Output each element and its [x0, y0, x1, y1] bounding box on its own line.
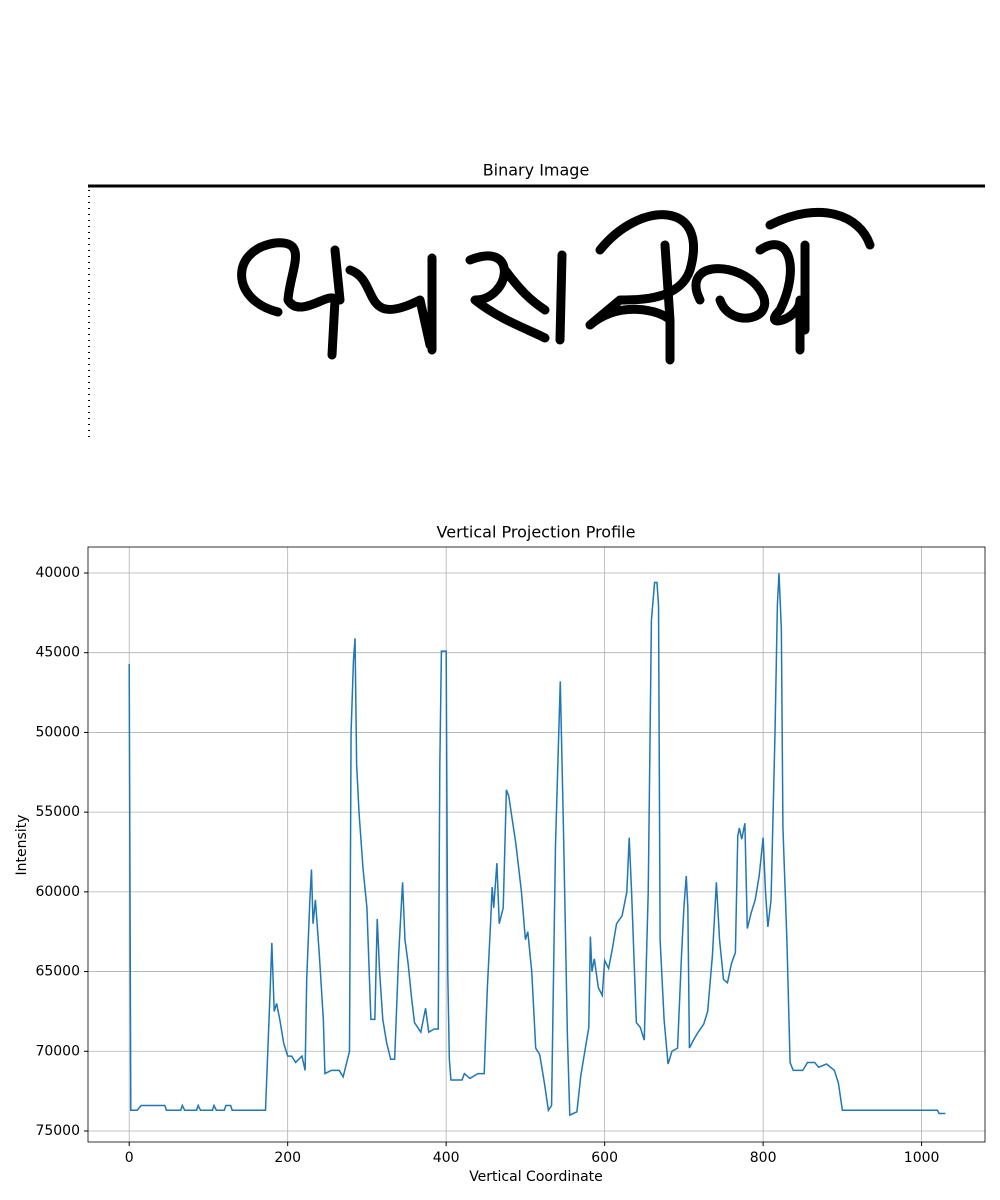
image-title: Binary Image	[483, 161, 590, 180]
x-tick-label: 400	[433, 1150, 460, 1166]
glyph	[237, 238, 340, 360]
glyph	[585, 210, 698, 365]
y-tick-label: 40000	[35, 565, 80, 581]
chart-title: Vertical Projection Profile	[437, 523, 636, 542]
y-tick-label: 55000	[35, 804, 80, 820]
x-tick-label: 800	[750, 1150, 777, 1166]
profile-line	[128, 572, 946, 1117]
y-tick-label: 60000	[35, 884, 80, 900]
y-tick-label: 75000	[35, 1123, 80, 1139]
y-tick-label: 50000	[35, 724, 80, 740]
glyph	[691, 207, 875, 355]
plot-frame	[87, 546, 986, 1143]
plot-area: 40000 45000 50000 55000 60000 65000 70000 75000…	[35, 546, 986, 1166]
x-tick-label: 0	[125, 1150, 134, 1166]
y-tick-label: 45000	[35, 645, 80, 661]
x-tick-label: 200	[274, 1150, 301, 1166]
binary-image	[88, 184, 985, 440]
glyph	[465, 250, 567, 345]
x-axis-label: Vertical Coordinate	[469, 1169, 603, 1185]
glyph	[330, 245, 437, 355]
x-tick-label: 1000	[904, 1150, 940, 1166]
y-tick-label: 65000	[35, 964, 80, 980]
y-axis-label: Intensity	[14, 815, 30, 876]
x-tick-label: 600	[591, 1150, 618, 1166]
y-tick-label: 70000	[35, 1043, 80, 1059]
